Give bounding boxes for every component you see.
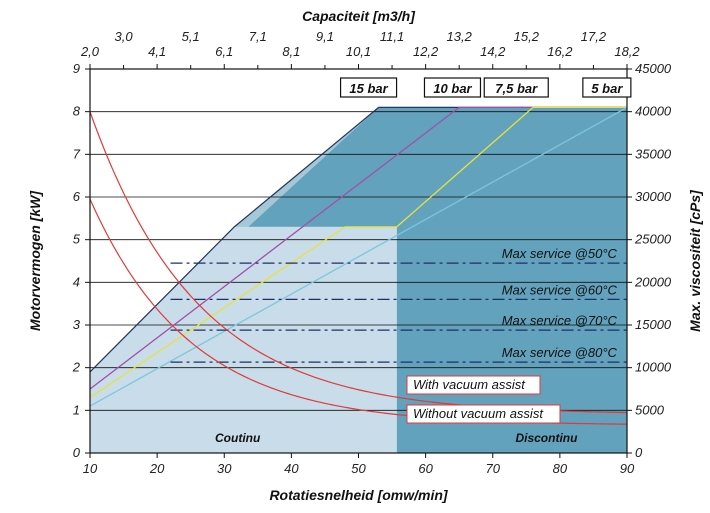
vacuum-label: Without vacuum assist bbox=[413, 406, 544, 421]
y-right-tick-label: 45000 bbox=[635, 61, 672, 76]
top-tick-label-upper: 7,1 bbox=[249, 29, 267, 44]
service-label-2: Max service @60°C bbox=[502, 282, 618, 297]
top-tick-label: 6,1 bbox=[215, 44, 233, 59]
top-tick-label: 2,0 bbox=[80, 44, 100, 59]
pressure-label: 5 bar bbox=[591, 81, 623, 96]
y-tick-label: 1 bbox=[73, 402, 80, 417]
x-tick-label: 80 bbox=[553, 461, 568, 476]
top-tick-label-upper: 11,1 bbox=[380, 29, 404, 44]
top-tick-label: 10,1 bbox=[346, 44, 371, 59]
y-right-tick-label: 30000 bbox=[635, 189, 672, 204]
service-label-1: Max service @50°C bbox=[502, 246, 618, 261]
x-tick-label: 60 bbox=[418, 461, 433, 476]
pressure-label: 15 bar bbox=[349, 81, 388, 96]
service-lines: Max service @50°C Max service @60°C Max se… bbox=[170, 246, 627, 363]
pressure-label: 7,5 bar bbox=[495, 81, 538, 96]
y-tick-label: 6 bbox=[73, 189, 81, 204]
series-line-5-bar bbox=[89, 106, 628, 407]
pressure-label-box bbox=[339, 77, 398, 98]
y-tick-label: 3 bbox=[73, 317, 81, 332]
y-right-tick-label: 0 bbox=[635, 445, 643, 460]
x-tick-label: 10 bbox=[83, 461, 98, 476]
labels: Rotatiesnelheid [omw/min] Capaciteit [m3/… bbox=[27, 8, 703, 503]
y-tick-label: 4 bbox=[73, 274, 80, 289]
x-tick-label: 30 bbox=[217, 461, 232, 476]
x-axis-title: Rotatiesnelheid [omw/min] bbox=[269, 487, 448, 503]
x-tick-label: 40 bbox=[284, 461, 299, 476]
y-axis-title: Motorvermogen [kW] bbox=[27, 190, 43, 331]
axes: 10 20 30 40 50 60 70 80 900123456789050001000015… bbox=[72, 29, 672, 476]
top-tick-label: 18,2 bbox=[614, 44, 640, 59]
x-tick-label: 70 bbox=[486, 461, 501, 476]
y-tick-label: 9 bbox=[73, 61, 80, 76]
region-label-discontinuous: Discontinu bbox=[515, 431, 578, 445]
top-tick-label-upper: 15,2 bbox=[514, 29, 540, 44]
top-tick-label-upper: 13,2 bbox=[447, 29, 473, 44]
vacuum-label-box bbox=[406, 404, 561, 424]
regions bbox=[90, 107, 627, 454]
top-tick-label-upper: 9,1 bbox=[316, 29, 334, 44]
y-right-tick-label: 5000 bbox=[635, 402, 665, 417]
vacuum-label: With vacuum assist bbox=[413, 377, 526, 392]
top-tick-label: 14,2 bbox=[480, 44, 506, 59]
top-tick-label-upper: 5,1 bbox=[182, 29, 200, 44]
x-tick-label: 90 bbox=[620, 461, 635, 476]
region-continuous bbox=[90, 226, 397, 453]
y-tick-label: 0 bbox=[73, 445, 81, 460]
pressure-label-box bbox=[483, 77, 549, 98]
service-label-4: Max service @80°C bbox=[502, 345, 618, 360]
y-right-tick-label: 20000 bbox=[634, 274, 672, 289]
pressure-series bbox=[89, 106, 628, 407]
x-tick-label: 20 bbox=[149, 461, 165, 476]
top-tick-label-upper: 17,2 bbox=[581, 29, 607, 44]
y-right-tick-label: 15000 bbox=[635, 317, 672, 332]
pressure-label-box bbox=[423, 77, 482, 98]
top-tick-label: 8,1 bbox=[282, 44, 300, 59]
top-tick-label-upper: 3,0 bbox=[115, 29, 134, 44]
top-tick-label: 12,2 bbox=[413, 44, 439, 59]
y-right-tick-label: 10000 bbox=[635, 360, 672, 375]
x-tick-label: 50 bbox=[351, 461, 366, 476]
pressure-label: 10 bar bbox=[433, 81, 472, 96]
y-tick-label: 8 bbox=[73, 104, 81, 119]
vacuum-label-box bbox=[406, 375, 541, 395]
top-tick-label: 16,2 bbox=[547, 44, 573, 59]
y-right-axis-title: Max. viscositeit [cPs] bbox=[687, 189, 703, 332]
service-label-3: Max service @70°C bbox=[502, 313, 618, 328]
y-tick-label: 5 bbox=[73, 232, 81, 247]
y-right-tick-label: 25000 bbox=[634, 232, 672, 247]
top-tick-label: 4,1 bbox=[148, 44, 166, 59]
pressure-label-box bbox=[582, 77, 632, 98]
region-label-continuous: Coutinu bbox=[215, 431, 261, 445]
series-line-7-5-bar bbox=[89, 106, 627, 399]
y-right-tick-label: 40000 bbox=[635, 104, 672, 119]
y-tick-label: 2 bbox=[72, 360, 81, 375]
y-tick-label: 7 bbox=[73, 146, 81, 161]
top-axis-title: Capaciteit [m3/h] bbox=[302, 8, 416, 24]
region-discontinuous-upper bbox=[234, 107, 627, 454]
y-right-tick-label: 35000 bbox=[635, 146, 672, 161]
